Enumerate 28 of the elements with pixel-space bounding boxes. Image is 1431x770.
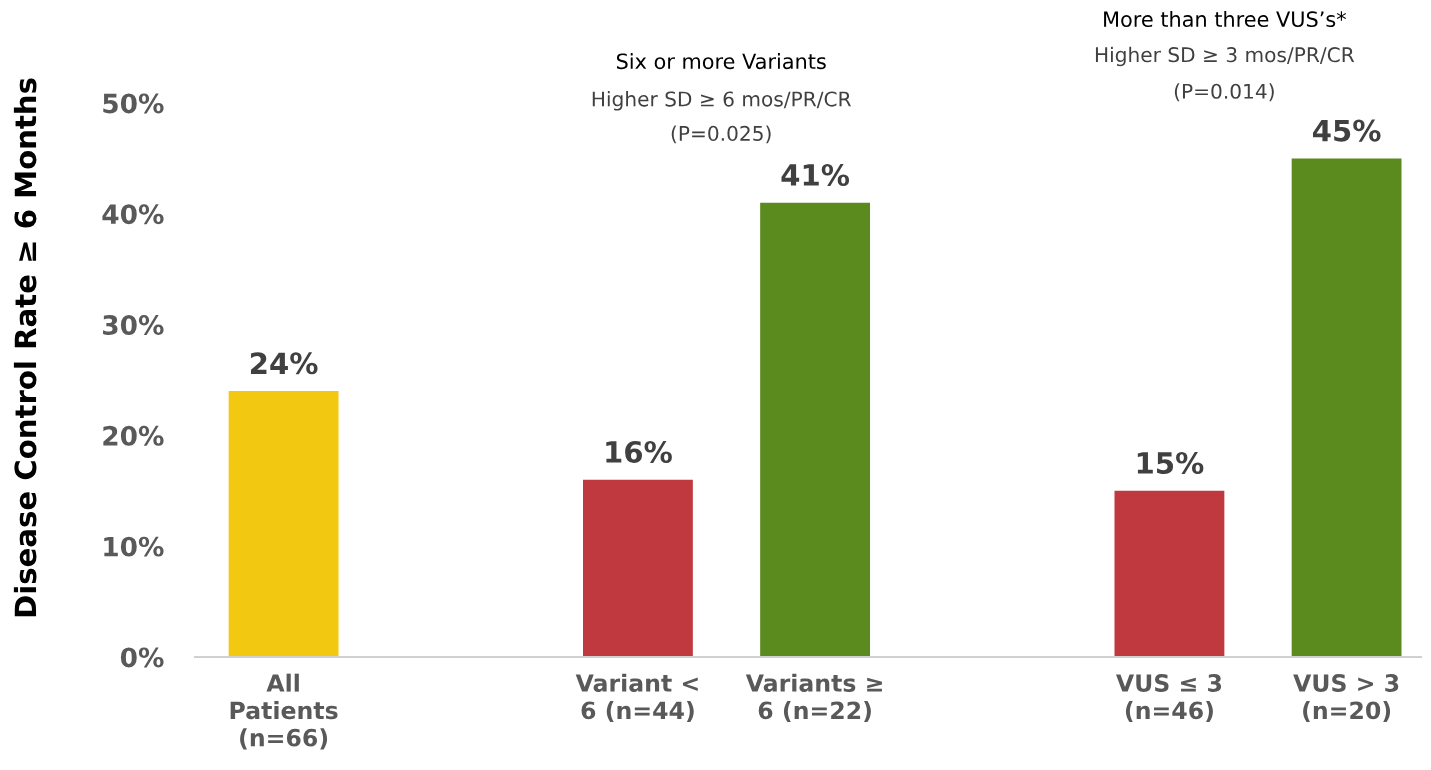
x-tick-label: All Patients (n=66) bbox=[230, 673, 338, 750]
y-tick-label: 40% bbox=[102, 204, 164, 225]
text: (P=0.014) bbox=[1174, 83, 1274, 102]
data-label: 41% bbox=[781, 163, 850, 186]
data-label: 45% bbox=[1313, 119, 1381, 142]
annotation: Higher SD ≥ 6 mos/PR/CR bbox=[592, 91, 851, 111]
annotation: (P=0.025) bbox=[671, 125, 771, 144]
bar bbox=[760, 202, 871, 657]
y-tick-label: 20% bbox=[103, 425, 164, 446]
data-label: 15% bbox=[1137, 451, 1204, 475]
text: Six or more Variants bbox=[616, 53, 826, 70]
y-tick-label: 10% bbox=[104, 536, 164, 557]
bar bbox=[1291, 158, 1402, 657]
bar bbox=[1114, 490, 1225, 657]
bar bbox=[583, 479, 693, 657]
x-tick-label: VUS ≤ 3 (n=46) bbox=[1115, 674, 1222, 723]
x-tick-label: VUS > 3 (n=20) bbox=[1293, 674, 1399, 723]
y-tick-label: 0% bbox=[120, 647, 164, 668]
y-tick-label: 50% bbox=[103, 93, 164, 114]
text: More than three VUS’s* bbox=[1104, 10, 1347, 28]
y-axis-title: Disease Control Rate ≥ 6 Months bbox=[13, 78, 37, 617]
data-label: 16% bbox=[606, 440, 672, 463]
y-tick-label: 30% bbox=[103, 315, 164, 335]
x-tick-label: Variant < 6 (n=44) bbox=[575, 673, 698, 723]
bar bbox=[228, 391, 339, 657]
text: Higher SD ≥ 3 mos/PR/CR bbox=[1095, 46, 1355, 67]
x-tick-label: Variants ≥ 6 (n=22) bbox=[745, 673, 882, 723]
data-label: 24% bbox=[250, 352, 318, 375]
